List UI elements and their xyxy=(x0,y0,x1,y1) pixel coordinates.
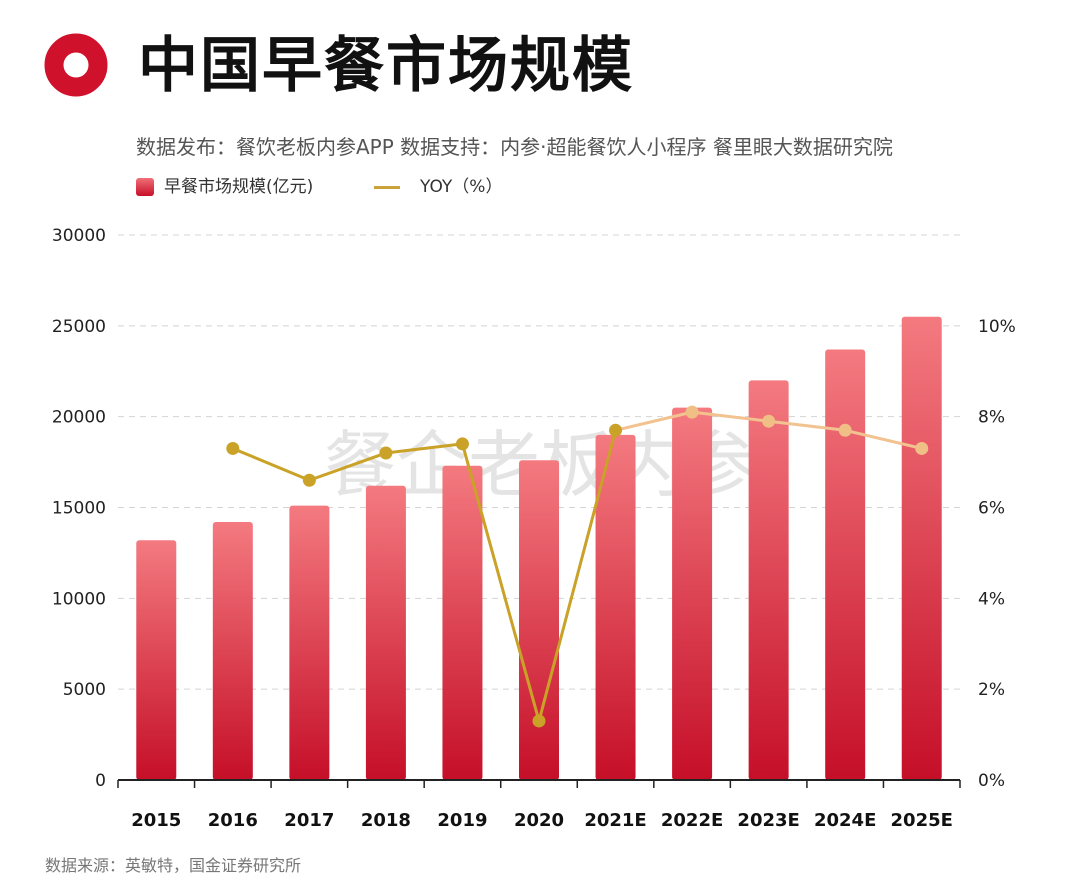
x-tick-label: 2025E xyxy=(891,810,953,831)
axes: 0 5000 10000 15000 20000 25000 30000 0% 2% 4% 6% 8%… xyxy=(52,226,1016,831)
yoy-point xyxy=(379,446,393,460)
bar xyxy=(365,485,406,780)
x-tick-label: 2022E xyxy=(661,810,723,831)
legend-line-label: YOY（%） xyxy=(420,177,503,197)
yoy-point xyxy=(302,473,316,487)
y-right-tick-label: 0% xyxy=(978,771,1005,791)
bar xyxy=(136,540,177,780)
x-tick-label: 2017 xyxy=(284,810,334,831)
bar xyxy=(595,434,636,780)
x-tick-label: 2021E xyxy=(584,810,646,831)
yoy-point xyxy=(455,437,469,451)
yoy-point xyxy=(226,441,240,455)
yoy-point xyxy=(838,423,852,437)
page-title: 中国早餐市场规模 xyxy=(138,31,634,101)
bar xyxy=(289,505,330,780)
x-tick-label: 2015 xyxy=(131,810,181,831)
x-tick-label: 2020 xyxy=(514,810,564,831)
yoy-line-segment xyxy=(307,451,388,482)
legend-line-swatch xyxy=(374,186,400,189)
yoy-line-segment xyxy=(614,410,694,432)
bar xyxy=(901,316,942,780)
logo-ring-icon xyxy=(44,33,108,97)
data-source-line: 数据发布：餐饮老板内参APP 数据支持：内参·超能餐饮人小程序 餐里眼大数据研究… xyxy=(136,135,893,159)
y-right-tick-label: 10% xyxy=(978,317,1016,337)
yoy-point xyxy=(762,414,776,428)
y-left-tick-label: 0 xyxy=(95,771,106,791)
yoy-point xyxy=(915,441,929,455)
y-left-tick-label: 15000 xyxy=(52,499,106,519)
yoy-line-segment xyxy=(460,442,541,723)
x-tick-label: 2019 xyxy=(437,810,487,831)
y-left-tick-label: 25000 xyxy=(52,317,106,337)
bars xyxy=(136,316,942,780)
chart: 餐企老板内参 0500010000150002000025000300000%2… xyxy=(52,226,1016,831)
yoy-point xyxy=(685,405,699,419)
footer-source: 数据来源：英敏特，国金证券研究所 xyxy=(45,856,302,875)
y-right-tick-label: 4% xyxy=(978,589,1005,609)
bar xyxy=(825,349,866,780)
legend-bar-swatch xyxy=(136,178,154,196)
x-tick-label: 2024E xyxy=(814,810,876,831)
y-right-tick-label: 8% xyxy=(978,408,1005,428)
yoy-line xyxy=(226,405,929,728)
y-left-tick-label: 30000 xyxy=(52,226,106,246)
bar xyxy=(672,407,713,780)
y-left-tick-label: 20000 xyxy=(52,408,106,428)
y-right-tick-label: 2% xyxy=(978,680,1005,700)
legend-bar-label: 早餐市场规模(亿元) xyxy=(164,177,314,197)
y-right-tick-label: 6% xyxy=(978,499,1005,519)
bar xyxy=(442,465,483,780)
bar xyxy=(212,522,253,780)
yoy-line-segment xyxy=(690,410,771,423)
bar xyxy=(748,380,789,780)
yoy-line-segment xyxy=(384,442,464,455)
bar xyxy=(519,460,559,780)
yoy-point xyxy=(532,714,546,728)
x-tick-label: 2016 xyxy=(208,810,258,831)
x-tick-label: 2023E xyxy=(737,810,799,831)
y-left-tick-label: 10000 xyxy=(52,589,106,609)
yoy-line-segment xyxy=(231,446,311,482)
yoy-line-segment xyxy=(767,419,847,432)
y-left-tick-label: 5000 xyxy=(63,680,106,700)
yoy-line-segment xyxy=(537,428,618,723)
yoy-line-segment xyxy=(843,428,924,450)
yoy-point xyxy=(609,423,623,437)
x-tick-label: 2018 xyxy=(361,810,411,831)
